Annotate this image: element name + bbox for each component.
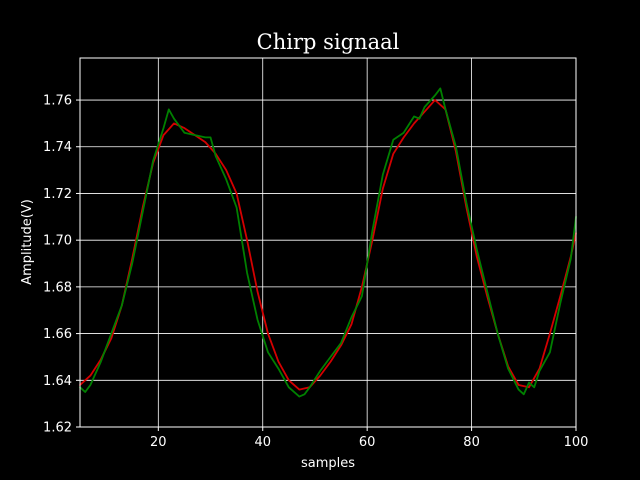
- x-tick-label: 60: [359, 435, 376, 450]
- x-axis-label: samples: [301, 456, 355, 471]
- y-tick-label: 1.72: [43, 187, 72, 202]
- series-layer: [79, 87, 577, 398]
- chart-title: Chirp signaal: [257, 30, 400, 54]
- y-tick-label: 1.68: [43, 280, 72, 295]
- y-tick-label: 1.76: [43, 94, 72, 109]
- grid: [80, 58, 577, 428]
- x-axis: 20 40 60 80 100: [150, 427, 588, 450]
- x-tick-label: 40: [254, 435, 271, 450]
- y-axis-label: Amplitude(V): [20, 199, 35, 285]
- x-tick-label: 100: [564, 435, 589, 450]
- y-axis: 1.62 1.64 1.66 1.68 1.70 1.72 1.74 1.76: [43, 94, 80, 436]
- y-tick-label: 1.66: [43, 327, 72, 342]
- series-line-2: [79, 87, 577, 398]
- y-tick-label: 1.70: [43, 234, 72, 249]
- plot-frame: [79, 57, 577, 428]
- x-tick-label: 20: [150, 435, 167, 450]
- x-tick-label: 80: [463, 435, 480, 450]
- y-tick-label: 1.74: [43, 140, 72, 155]
- y-tick-label: 1.62: [43, 421, 72, 436]
- y-tick-label: 1.64: [43, 374, 72, 389]
